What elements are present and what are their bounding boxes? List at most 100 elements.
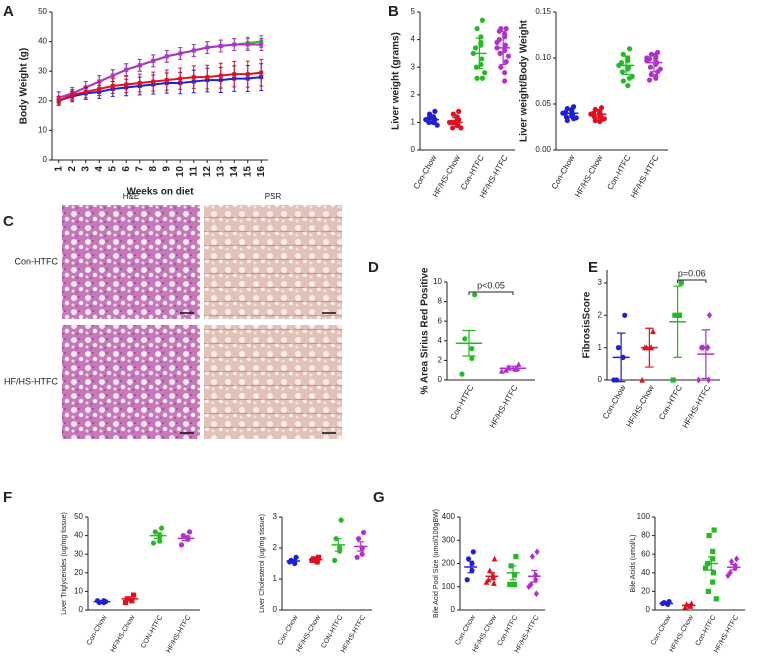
- x-tick-label: Con-HTFC: [496, 614, 519, 647]
- point: [130, 592, 137, 598]
- micrograph: [62, 325, 200, 439]
- x-tick-label: CON-HTFC: [320, 614, 344, 649]
- point: [619, 69, 626, 75]
- x-tick-label: 6: [121, 166, 132, 172]
- error-bar: [467, 560, 474, 574]
- point: [245, 42, 250, 47]
- y-axis-label: % Area Sirius Red Positive: [420, 267, 431, 394]
- y-tick-label: 0.10: [535, 53, 551, 62]
- point: [503, 59, 509, 65]
- point: [151, 79, 156, 84]
- point: [472, 45, 479, 51]
- x-tick-label: 15: [242, 166, 253, 178]
- point: [432, 108, 438, 114]
- y-tick-label: 100: [442, 582, 456, 591]
- x-tick-label: HF/HS-HTFC: [713, 614, 740, 654]
- x-tick-label: 10: [175, 166, 186, 178]
- y-axis-label: FibrosisScore: [582, 291, 593, 358]
- x-tick-label: HF/HS-HTFC: [681, 383, 713, 429]
- y-tick-label: 4: [411, 35, 416, 44]
- x-tick-label: 4: [94, 166, 105, 172]
- y-tick-label: 30: [74, 549, 83, 558]
- y-tick-label: 20: [74, 568, 83, 577]
- point: [647, 64, 654, 70]
- point: [205, 75, 210, 80]
- point: [529, 553, 535, 560]
- y-tick-label: 5: [411, 7, 416, 16]
- point: [178, 76, 183, 81]
- bracket: [468, 291, 514, 295]
- point: [314, 559, 320, 565]
- x-tick-label: 5: [107, 166, 118, 172]
- x-tick-label: 3: [80, 166, 91, 172]
- point: [470, 549, 476, 555]
- y-tick-label: 40: [641, 568, 650, 577]
- y-tick-label: 50: [38, 7, 47, 16]
- x-tick-label: Con-HTFC: [448, 383, 475, 421]
- point: [469, 346, 475, 352]
- point: [502, 70, 508, 76]
- point: [491, 580, 497, 586]
- error-bar: [181, 535, 191, 542]
- point: [150, 540, 157, 546]
- point: [498, 64, 504, 70]
- x-tick-label: Con-Chow: [550, 153, 577, 190]
- y-axis-label: Body Weight (g): [19, 48, 30, 124]
- point: [597, 118, 603, 125]
- x-tick-label: HF/HS-HTFC: [340, 614, 367, 654]
- column-label: H&E: [123, 192, 139, 201]
- error-bar: [153, 532, 163, 539]
- point: [491, 555, 498, 562]
- error-bar: [616, 332, 626, 383]
- point: [462, 336, 468, 342]
- point: [218, 73, 223, 78]
- y-tick-label: 0.00: [535, 145, 551, 154]
- point: [474, 75, 480, 81]
- point: [570, 116, 577, 122]
- y-tick-label: 0: [451, 605, 456, 614]
- error-bar: [428, 114, 436, 125]
- x-tick-label: HF/HS-Chow: [573, 153, 604, 198]
- point: [533, 590, 540, 598]
- point: [456, 108, 462, 114]
- y-tick-label: 10: [433, 277, 442, 286]
- point: [338, 517, 344, 523]
- y-tick-label: 20: [38, 96, 47, 105]
- panel-letter: A: [3, 3, 14, 20]
- y-tick-label: 200: [442, 559, 456, 568]
- error-bar: [289, 558, 297, 564]
- point: [626, 75, 633, 81]
- point: [449, 125, 456, 131]
- point: [232, 72, 237, 77]
- error-bar: [730, 563, 738, 571]
- point: [456, 117, 462, 123]
- point: [157, 538, 163, 544]
- x-tick-label: Con-HTFC: [695, 614, 718, 647]
- point: [450, 111, 456, 117]
- point: [232, 42, 237, 47]
- x-tick-label: HF/HS-Chow: [625, 383, 656, 428]
- point: [459, 371, 465, 377]
- point: [56, 98, 61, 103]
- point: [511, 581, 518, 588]
- error-bar: [649, 52, 659, 73]
- point: [479, 17, 486, 23]
- series-line: [58, 43, 262, 99]
- point: [186, 529, 193, 535]
- point: [316, 554, 322, 560]
- point: [97, 86, 102, 91]
- point: [434, 122, 440, 128]
- point: [464, 577, 470, 583]
- point: [713, 596, 719, 602]
- error-bar: [357, 541, 365, 552]
- point: [706, 533, 712, 539]
- y-tick-label: 0.15: [535, 7, 551, 16]
- point: [494, 39, 500, 45]
- point: [502, 78, 508, 84]
- point: [672, 312, 678, 318]
- point: [465, 556, 472, 562]
- point: [259, 70, 264, 75]
- annotation: p<0.05: [477, 280, 505, 290]
- point: [205, 45, 210, 50]
